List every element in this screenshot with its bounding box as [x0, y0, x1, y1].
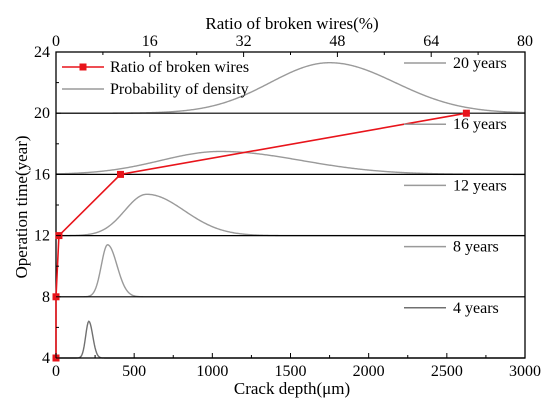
- y-axis-title: Operation time(year): [12, 135, 31, 278]
- series-marker-4: [462, 109, 470, 117]
- x-bottom-tick-label-2: 1000: [196, 363, 228, 380]
- legend-marker-broken-wires: [79, 63, 87, 71]
- panel-separators: [56, 112, 525, 298]
- legend-label-broken-wires: Ratio of broken wires: [110, 59, 249, 76]
- x-bottom-tick-label-3: 1500: [275, 363, 307, 380]
- x-top-tick-label-1: 16: [142, 33, 158, 50]
- x-axis-top-title: Ratio of broken wires(%): [205, 14, 378, 33]
- panel-label-3: 8 years: [453, 239, 499, 256]
- y-tick-label-3: 16: [34, 166, 50, 183]
- panel-labels: 20 years 16 years 12 years 8 years 4 years: [404, 55, 507, 317]
- x-top-tick-label-3: 48: [329, 33, 345, 50]
- legend-label-density: Probability of density: [110, 81, 249, 98]
- x-top-tick-label-2: 32: [236, 33, 252, 50]
- density-curve-4: [56, 320, 525, 359]
- panel-label-1: 16 years: [453, 116, 507, 133]
- x-bottom-tick-label-1: 500: [122, 363, 146, 380]
- panel-label-4: 4 years: [453, 300, 499, 317]
- series-marker-3: [116, 170, 124, 178]
- y-tick-label-4: 20: [34, 105, 50, 122]
- y-tick-label-5: 24: [34, 44, 50, 61]
- legend: Ratio of broken wires Probability of dens…: [62, 59, 249, 98]
- x-bottom-tick-label-0: 0: [52, 363, 60, 380]
- x-bottom-tick-label-5: 2500: [431, 363, 463, 380]
- x-top-tick-label-4: 64: [423, 33, 439, 50]
- density-curve-2: [56, 193, 525, 237]
- density-curve-1: [55, 150, 525, 176]
- x-bottom-tick-label-4: 2000: [353, 363, 385, 380]
- y-tick-label-2: 12: [34, 228, 50, 245]
- x-top-tick-label-5: 80: [517, 33, 533, 50]
- x-bottom-tick-label-6: 3000: [509, 363, 541, 380]
- y-tick-label-0: 4: [42, 350, 50, 367]
- y-tick-label-1: 8: [42, 289, 50, 306]
- panel-label-0: 20 years: [453, 55, 507, 72]
- x-top-tick-label-0: 0: [52, 33, 60, 50]
- panel-label-2: 12 years: [453, 177, 507, 194]
- x-axis-bottom-title: Crack depth(μm): [234, 379, 350, 398]
